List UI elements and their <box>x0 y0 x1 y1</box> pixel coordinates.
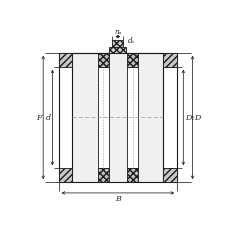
Bar <box>163 54 176 182</box>
Text: D: D <box>193 114 200 122</box>
Bar <box>127 169 137 182</box>
Text: r: r <box>60 55 63 63</box>
Bar <box>58 54 72 182</box>
Text: d: d <box>46 114 51 122</box>
Bar <box>163 169 176 182</box>
Bar <box>58 169 72 182</box>
Bar <box>127 67 137 169</box>
Bar <box>163 54 176 67</box>
Bar <box>58 54 176 182</box>
Text: D₁: D₁ <box>184 114 194 122</box>
Text: nₐ: nₐ <box>114 28 121 36</box>
Text: dₛ: dₛ <box>127 36 134 44</box>
Bar <box>97 54 108 67</box>
Bar <box>112 41 123 47</box>
Bar <box>127 54 137 67</box>
Bar <box>58 54 72 67</box>
Text: F: F <box>36 114 41 122</box>
Text: B: B <box>114 195 120 203</box>
Bar <box>97 67 108 169</box>
Bar <box>109 47 126 54</box>
Bar <box>72 54 163 182</box>
Bar <box>97 169 108 182</box>
